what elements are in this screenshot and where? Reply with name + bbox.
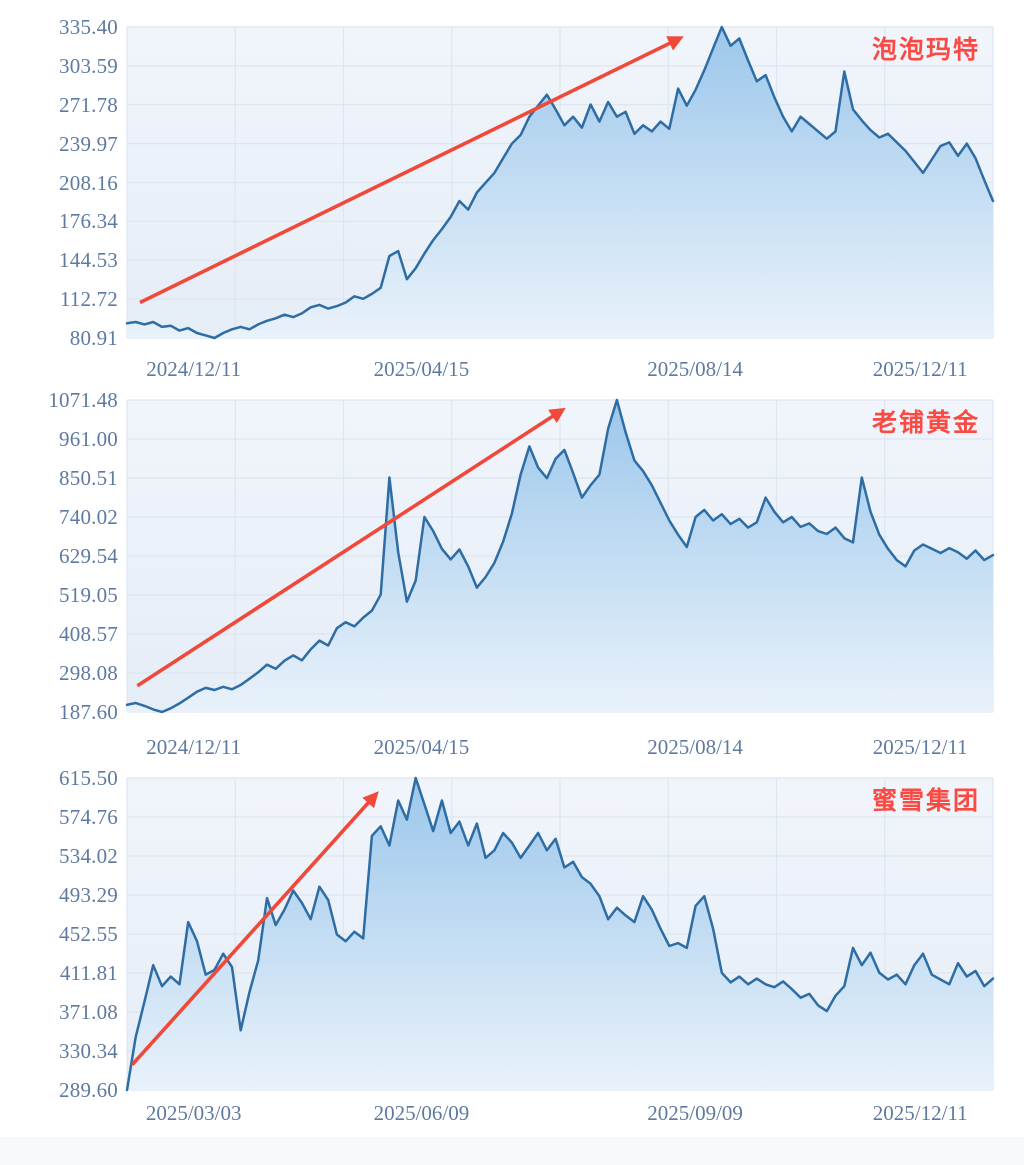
y-axis-label: 615.50 — [59, 766, 118, 790]
y-axis-label: 335.40 — [59, 15, 118, 39]
x-axis-label: 2025/12/11 — [872, 735, 968, 759]
trend-arrow — [136, 407, 566, 688]
y-axis-label: 629.54 — [59, 544, 118, 568]
y-axis-label: 289.60 — [59, 1078, 118, 1102]
y-axis-label: 187.60 — [59, 700, 118, 724]
y-axis-label: 298.08 — [59, 661, 118, 685]
stock-name-label: 蜜雪集团 — [871, 787, 980, 815]
x-axis-label: 2025/04/15 — [373, 357, 470, 381]
y-axis-label: 330.34 — [59, 1039, 118, 1063]
y-axis-label: 144.53 — [59, 248, 118, 273]
price-line — [125, 25, 995, 340]
x-axis-label: 2024/12/11 — [146, 357, 242, 381]
y-axis-label: 371.08 — [59, 1000, 118, 1024]
y-axis-label: 534.02 — [59, 844, 118, 868]
y-axis-label: 452.55 — [59, 922, 118, 946]
y-axis-label: 493.29 — [59, 883, 118, 907]
x-axis-label: 2025/08/14 — [647, 357, 743, 381]
y-axis-label: 740.02 — [59, 505, 118, 529]
y-axis-label: 176.34 — [59, 209, 118, 234]
x-axis-label: 2025/12/11 — [872, 357, 968, 381]
x-axis-label: 2025/08/14 — [647, 735, 743, 759]
stock-name-label: 泡泡玛特 — [871, 36, 980, 64]
y-axis-label: 850.51 — [59, 466, 118, 490]
y-axis-label: 408.57 — [59, 622, 118, 646]
y-axis-label: 574.76 — [59, 805, 118, 829]
y-axis-label: 519.05 — [59, 583, 118, 607]
x-axis-label: 2025/04/15 — [373, 735, 470, 759]
y-axis-label: 239.97 — [59, 131, 118, 156]
plot-area-1 — [125, 25, 995, 340]
y-axis-label: 271.78 — [59, 92, 118, 117]
plot-area-3 — [125, 776, 995, 1092]
x-axis-label: 2025/03/03 — [145, 1101, 242, 1125]
price-line — [125, 398, 995, 714]
x-axis-label: 2025/12/11 — [872, 1101, 968, 1125]
y-axis-label: 112.72 — [59, 287, 118, 312]
plot-area-2 — [125, 398, 995, 714]
trend-arrow — [130, 791, 379, 1066]
y-axis-label: 80.91 — [69, 326, 118, 350]
x-axis-label: 2025/09/09 — [647, 1101, 743, 1125]
y-axis-label: 1071.48 — [48, 388, 118, 412]
trend-arrow — [139, 36, 684, 305]
y-axis-label: 411.81 — [59, 961, 118, 985]
bottom-strip — [0, 1137, 1024, 1165]
y-axis-label: 208.16 — [59, 170, 118, 195]
y-axis-label: 303.59 — [59, 53, 118, 78]
x-axis-label: 2024/12/11 — [146, 735, 242, 759]
x-axis-label: 2025/06/09 — [373, 1101, 470, 1125]
y-axis-label: 961.00 — [59, 427, 118, 451]
price-area-fill — [127, 778, 993, 1090]
price-area-fill — [127, 400, 993, 712]
stock-name-label: 老铺黄金 — [871, 409, 980, 437]
